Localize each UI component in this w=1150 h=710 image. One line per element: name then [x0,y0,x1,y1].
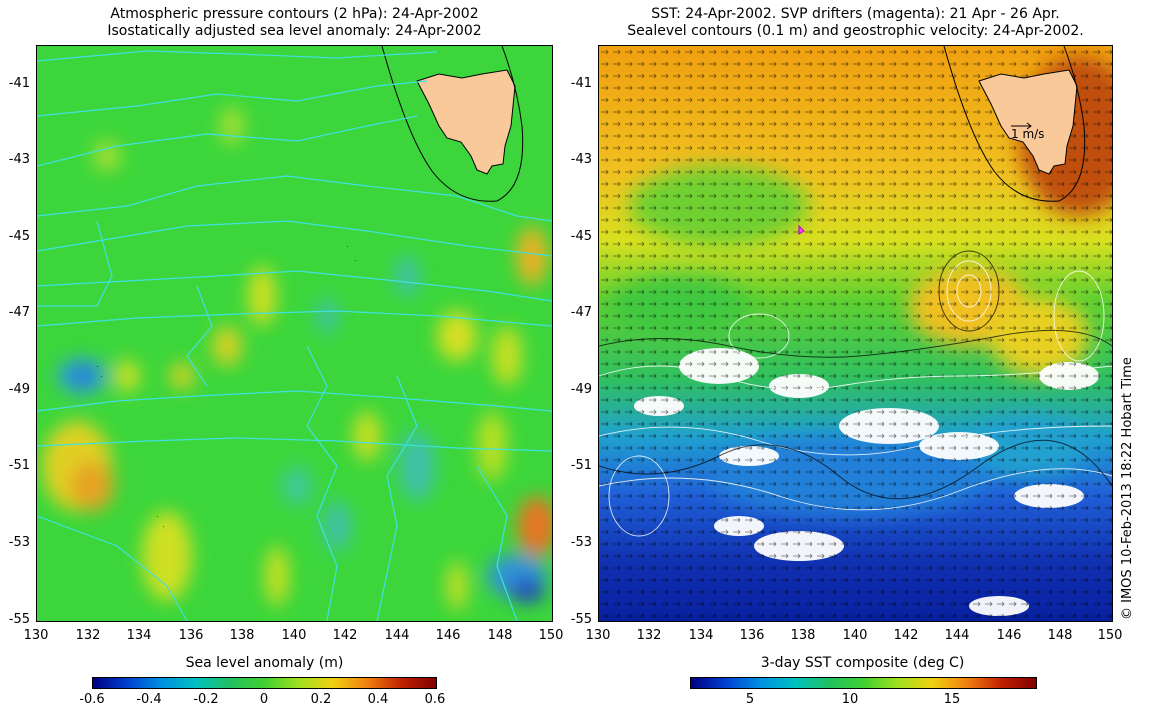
colorbar-tick: -0.2 [193,692,219,707]
lon-tick: 134 [688,628,714,643]
lon-tick: 136 [739,628,765,643]
lon-tick: 146 [996,628,1022,643]
lon-tick: 130 [585,628,611,643]
sea-level-colorbar [92,677,437,689]
lat-tick: -55 [8,612,30,627]
colorbar-tick: 0.4 [367,692,389,707]
right-title: SST: 24-Apr-2002. SVP drifters (magenta)… [598,6,1113,40]
colorbar-tick: 0 [259,692,269,707]
colorbar-tick: 15 [943,692,961,707]
lon-tick: 132 [636,628,662,643]
left-title: Atmospheric pressure contours (2 hPa): 2… [36,6,553,40]
lat-tick: -51 [570,458,592,473]
lat-tick: -49 [570,382,592,397]
lat-tick: -43 [570,152,592,167]
lat-tick: -41 [8,76,30,91]
lon-tick: 130 [23,628,49,643]
imos-credit: © IMOS 10-Feb-2013 18:22 Hobart Time [1120,357,1135,620]
lat-tick: -47 [570,305,592,320]
lon-tick: 138 [229,628,255,643]
right-colorbar-title: 3-day SST composite (deg C) [760,655,965,671]
svp-drifter-track [798,224,805,235]
lon-tick: 144 [944,628,970,643]
lat-tick: -55 [570,612,592,627]
lat-tick: -47 [8,305,30,320]
lon-tick: 148 [487,628,513,643]
right-title-line2: Sealevel contours (0.1 m) and geostrophi… [627,23,1084,39]
colorbar-tick: -0.4 [136,692,162,707]
lon-tick: 148 [1047,628,1073,643]
colorbar-tick: 0.6 [424,692,446,707]
velocity-scale-label: 1 m/s [1011,127,1044,141]
lat-tick: -43 [8,152,30,167]
colorbar-tick: 10 [841,692,859,707]
sst-map[interactable]: 1 m/s [598,45,1113,622]
lon-tick: 134 [126,628,152,643]
lon-tick: 142 [893,628,919,643]
left-colorbar-title: Sea level anomaly (m) [185,655,344,671]
lat-tick: -53 [570,535,592,550]
lon-tick: 150 [538,628,564,643]
lat-tick: -51 [8,458,30,473]
lon-tick: 150 [1097,628,1123,643]
lon-tick: 146 [435,628,461,643]
sea-level-anomaly-map[interactable] [36,45,553,622]
lat-tick: -45 [8,229,30,244]
lon-tick: 144 [384,628,410,643]
colorbar-tick: 0.2 [310,692,332,707]
tasmania-land [978,69,1078,175]
lat-tick: -49 [8,382,30,397]
lat-tick: -45 [570,229,592,244]
colorbar-tick: 5 [745,692,755,707]
left-title-line1: Atmospheric pressure contours (2 hPa): 2… [110,6,479,22]
lat-tick: -53 [8,535,30,550]
sst-colorbar [690,677,1037,689]
lon-tick: 140 [842,628,868,643]
sst-field: 1 m/s [599,46,1112,621]
right-title-line1: SST: 24-Apr-2002. SVP drifters (magenta)… [651,6,1060,22]
pressure-contours [37,50,552,621]
velocity-scale-arrow [1011,122,1032,130]
tasmania-land [416,69,516,175]
lat-tick: -41 [570,76,592,91]
colorbar-tick: -0.6 [79,692,105,707]
sea-level-anomaly-field [37,46,552,621]
lon-tick: 132 [75,628,101,643]
lon-tick: 142 [332,628,358,643]
sealevel-contours [599,260,1112,537]
left-title-line2: Isostatically adjusted sea level anomaly… [107,23,482,39]
lon-tick: 140 [281,628,307,643]
lon-tick: 138 [790,628,816,643]
lon-tick: 136 [178,628,204,643]
